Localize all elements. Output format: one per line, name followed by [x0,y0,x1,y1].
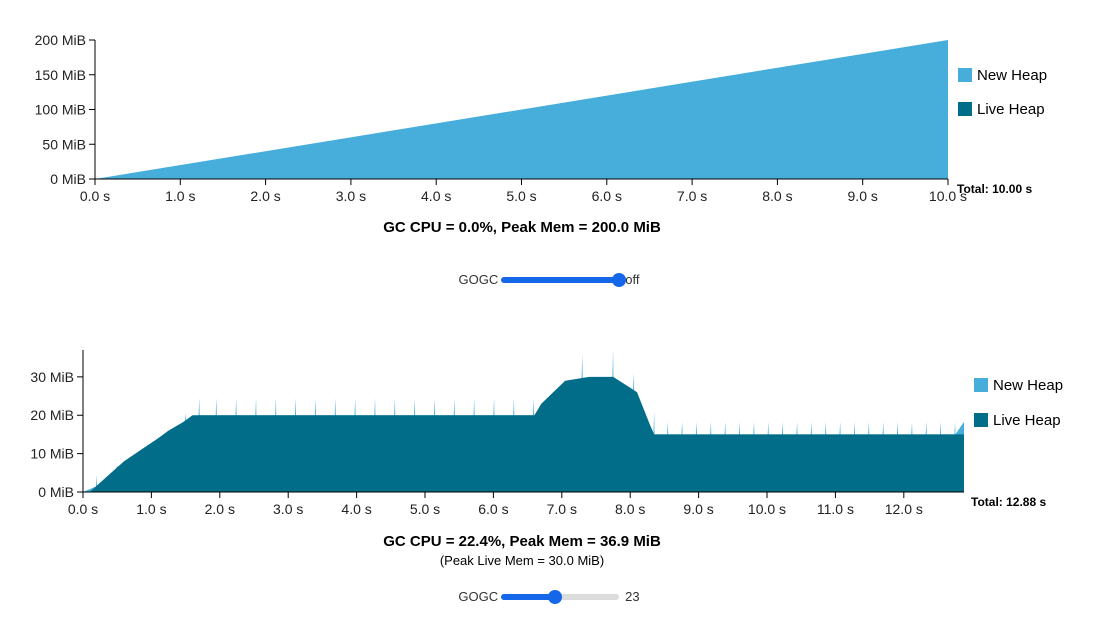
gogc-slider[interactable] [501,589,620,604]
legend-new-heap-label: New Heap [977,67,1047,84]
gogc-slider-fill [501,593,556,600]
x-tick-label: 12.0 s [885,501,923,517]
gogc-slider[interactable] [501,272,627,287]
x-tick-label: 9.0 s [848,188,878,204]
chart-summary: GC CPU = 0.0%, Peak Mem = 200.0 MiB [383,219,661,236]
x-tick-label: 3.0 s [336,188,366,204]
live-heap-area [83,376,964,492]
x-tick-label: 4.0 s [341,501,371,517]
x-axis: 0.0 s 1.0 s 2.0 s 3.0 s 4.0 s 5.0 s 6.0 s 7.0 s… [68,491,964,517]
x-tick-label: 5.0 s [410,501,440,517]
y-axis: 0 MiB 50 MiB 100 MiB 150 MiB 200 MiB [35,32,96,187]
y-tick-label: 0 MiB [38,484,74,500]
y-axis: 0 MiB 10 MiB 20 MiB 30 MiB [30,350,84,500]
area-group [95,40,948,179]
x-tick-label: 3.0 s [273,501,303,517]
new-heap-area [95,40,948,179]
gogc-label: GOGC [458,272,499,287]
x-tick-label: 8.0 s [615,501,645,517]
y-tick-label: 200 MiB [35,32,86,48]
x-tick-label: 1.0 s [165,188,195,204]
gogc-value: off [625,272,640,287]
y-tick-label: 50 MiB [42,136,86,152]
x-tick-label: 10.0 s [929,188,967,204]
legend-new-heap-swatch [974,378,988,392]
y-tick-label: 150 MiB [35,67,86,83]
y-tick-label: 10 MiB [30,446,74,462]
gogc-label: GOGC [458,589,499,604]
legend-live-heap-label: Live Heap [977,101,1045,118]
chart-summary: GC CPU = 22.4%, Peak Mem = 36.9 MiB [383,533,661,550]
x-tick-label: 2.0 s [250,188,280,204]
total-time-label: Total: 10.00 s [957,182,1032,196]
gogc-control-2: GOGC 23 [0,589,1098,604]
x-tick-label: 11.0 s [817,501,854,517]
gogc-value: 23 [625,589,640,604]
legend-live-heap-swatch [958,102,972,116]
gogc-slider-thumb[interactable] [612,272,627,287]
y-tick-label: 20 MiB [30,407,74,423]
y-tick-label: 0 MiB [50,171,86,187]
x-tick-label: 7.0 s [547,501,577,517]
x-tick-label: 6.0 s [478,501,508,517]
x-axis: 0.0 s 1.0 s 2.0 s 3.0 s 4.0 s 5.0 s 6.0 s 7.0 s… [80,178,967,204]
legend-live-heap-swatch [974,413,988,427]
legend-new-heap-label: New Heap [993,377,1063,394]
x-tick-label: 7.0 s [677,188,707,204]
chart-sub-summary: (Peak Live Mem = 30.0 MiB) [440,553,604,568]
x-tick-label: 4.0 s [421,188,451,204]
gogc-control-1: GOGC off [0,272,1098,287]
x-tick-label: 2.0 s [205,501,235,517]
x-tick-label: 9.0 s [683,501,713,517]
x-tick-label: 6.0 s [592,188,622,204]
memory-chart-gogc-23: 0 MiB 10 MiB 20 MiB 30 MiB 0.0 s 1.0 s 2.0 s 3… [30,350,1063,568]
total-time-label: Total: 12.88 s [971,495,1046,509]
x-tick-label: 0.0 s [68,501,98,517]
legend-new-heap-swatch [958,68,972,82]
gogc-slider-thumb[interactable] [548,589,563,604]
x-tick-label: 1.0 s [136,501,166,517]
legend: New Heap Live Heap [974,377,1063,429]
y-tick-label: 30 MiB [30,369,74,385]
legend: New Heap Live Heap [958,67,1047,118]
x-tick-label: 5.0 s [506,188,536,204]
x-tick-label: 0.0 s [80,188,110,204]
gogc-slider-fill [501,276,620,283]
y-tick-label: 100 MiB [35,102,86,118]
x-tick-label: 8.0 s [762,188,792,204]
x-tick-label: 10.0 s [748,501,786,517]
memory-chart-gogc-off: 0 MiB 50 MiB 100 MiB 150 MiB 200 MiB 0.0 s 1.… [35,32,1047,236]
area-group [83,350,964,492]
legend-live-heap-label: Live Heap [993,412,1061,429]
